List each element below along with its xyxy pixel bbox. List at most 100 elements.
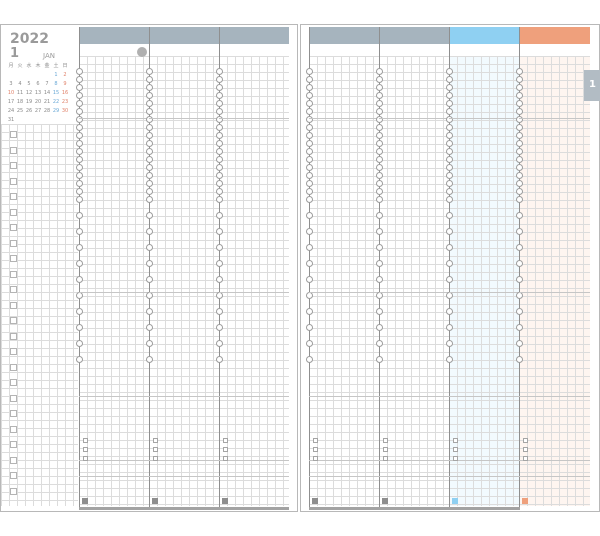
weather-icons-row[interactable] <box>379 45 452 55</box>
hour-tick <box>76 260 83 267</box>
half-hour-tick <box>76 140 83 147</box>
hour-tick <box>216 212 223 219</box>
note-checkbox[interactable] <box>10 441 17 448</box>
section-line <box>449 292 519 293</box>
day-grid[interactable] <box>519 56 590 506</box>
hour-tick <box>76 356 83 363</box>
todo-square[interactable] <box>223 447 228 452</box>
day-grid[interactable] <box>379 56 449 506</box>
day-grid[interactable] <box>79 56 149 506</box>
todo-square[interactable] <box>523 438 528 443</box>
todo-square[interactable] <box>223 456 228 461</box>
note-checkbox[interactable] <box>10 394 17 402</box>
half-hour-tick <box>216 92 223 99</box>
day-divider <box>309 27 310 507</box>
todo-square[interactable] <box>383 456 388 461</box>
weather-icons-row[interactable] <box>149 45 222 55</box>
note-checkbox[interactable] <box>10 270 17 278</box>
hour-tick <box>516 84 523 91</box>
todo-square[interactable] <box>453 456 458 461</box>
note-checkbox[interactable] <box>10 410 17 417</box>
hour-tick <box>146 228 153 235</box>
mini-calendar-day: 20 <box>34 99 42 105</box>
section-line <box>519 118 590 119</box>
todo-square[interactable] <box>383 438 388 443</box>
month-index-tab[interactable]: 1 <box>584 70 600 101</box>
half-hour-tick <box>516 172 523 179</box>
half-hour-tick <box>216 188 223 195</box>
section-line <box>219 476 289 477</box>
note-checkbox[interactable] <box>10 363 17 371</box>
todo-square[interactable] <box>223 438 228 443</box>
todo-square[interactable] <box>313 456 318 461</box>
hour-tick <box>446 84 453 91</box>
note-checkbox[interactable] <box>10 379 17 386</box>
note-checkbox[interactable] <box>10 224 17 231</box>
hour-tick <box>376 292 383 299</box>
todo-square[interactable] <box>313 447 318 452</box>
note-checkbox[interactable] <box>10 255 17 262</box>
note-checkbox[interactable] <box>10 317 17 324</box>
hour-tick <box>146 132 153 139</box>
day-divider <box>149 27 150 507</box>
note-checkbox[interactable] <box>10 487 17 495</box>
day-grid[interactable] <box>449 56 519 506</box>
day-grid[interactable] <box>149 56 219 506</box>
todo-square[interactable] <box>523 447 528 452</box>
todo-square[interactable] <box>153 456 158 461</box>
hour-tick <box>216 292 223 299</box>
note-checkbox[interactable] <box>10 208 17 216</box>
section-line <box>219 292 289 293</box>
hour-tick <box>146 116 153 123</box>
hour-tick <box>516 132 523 139</box>
note-checkbox[interactable] <box>10 162 17 169</box>
todo-square[interactable] <box>83 447 88 452</box>
hour-tick <box>146 308 153 315</box>
day-grid[interactable] <box>219 56 289 506</box>
note-checkbox[interactable] <box>10 177 17 185</box>
note-checkbox[interactable] <box>10 332 17 340</box>
half-hour-tick <box>216 140 223 147</box>
day-grid[interactable] <box>309 56 379 506</box>
section-line <box>379 292 449 293</box>
hour-tick <box>446 196 453 203</box>
weather-icons-row[interactable] <box>519 45 593 55</box>
hour-tick <box>446 68 453 75</box>
half-hour-tick <box>76 172 83 179</box>
note-checkbox[interactable] <box>10 425 17 433</box>
note-checkbox[interactable] <box>10 146 17 154</box>
todo-square[interactable] <box>83 456 88 461</box>
hour-tick <box>516 164 523 171</box>
half-hour-tick <box>446 172 453 179</box>
mini-calendar-day: 3 <box>9 81 13 87</box>
note-checkbox[interactable] <box>10 286 17 293</box>
todo-square[interactable] <box>453 447 458 452</box>
note-checkbox[interactable] <box>10 193 17 200</box>
todo-square[interactable] <box>523 456 528 461</box>
hour-tick <box>376 340 383 347</box>
note-checkbox[interactable] <box>10 301 17 309</box>
note-checkbox[interactable] <box>10 348 17 355</box>
todo-square[interactable] <box>153 447 158 452</box>
weather-icons-row[interactable] <box>219 45 292 55</box>
mini-calendar-weekday: 金 <box>44 63 50 69</box>
mini-calendar-day: 5 <box>27 81 31 87</box>
half-hour-tick <box>76 76 83 83</box>
hour-tick <box>306 244 313 251</box>
todo-square[interactable] <box>383 447 388 452</box>
todo-square[interactable] <box>153 438 158 443</box>
note-checkbox[interactable] <box>10 456 17 464</box>
todo-square[interactable] <box>83 438 88 443</box>
todo-square[interactable] <box>313 438 318 443</box>
note-checkbox[interactable] <box>10 239 17 247</box>
half-hour-tick <box>376 92 383 99</box>
note-checkbox[interactable] <box>10 472 17 479</box>
mini-calendar-day: 9 <box>63 81 67 87</box>
weather-icons-row[interactable] <box>309 45 382 55</box>
weather-icons-row[interactable] <box>449 45 522 55</box>
todo-square[interactable] <box>453 438 458 443</box>
hour-tick <box>446 356 453 363</box>
hour-tick <box>376 132 383 139</box>
note-checkbox[interactable] <box>10 131 17 138</box>
hour-tick <box>216 244 223 251</box>
